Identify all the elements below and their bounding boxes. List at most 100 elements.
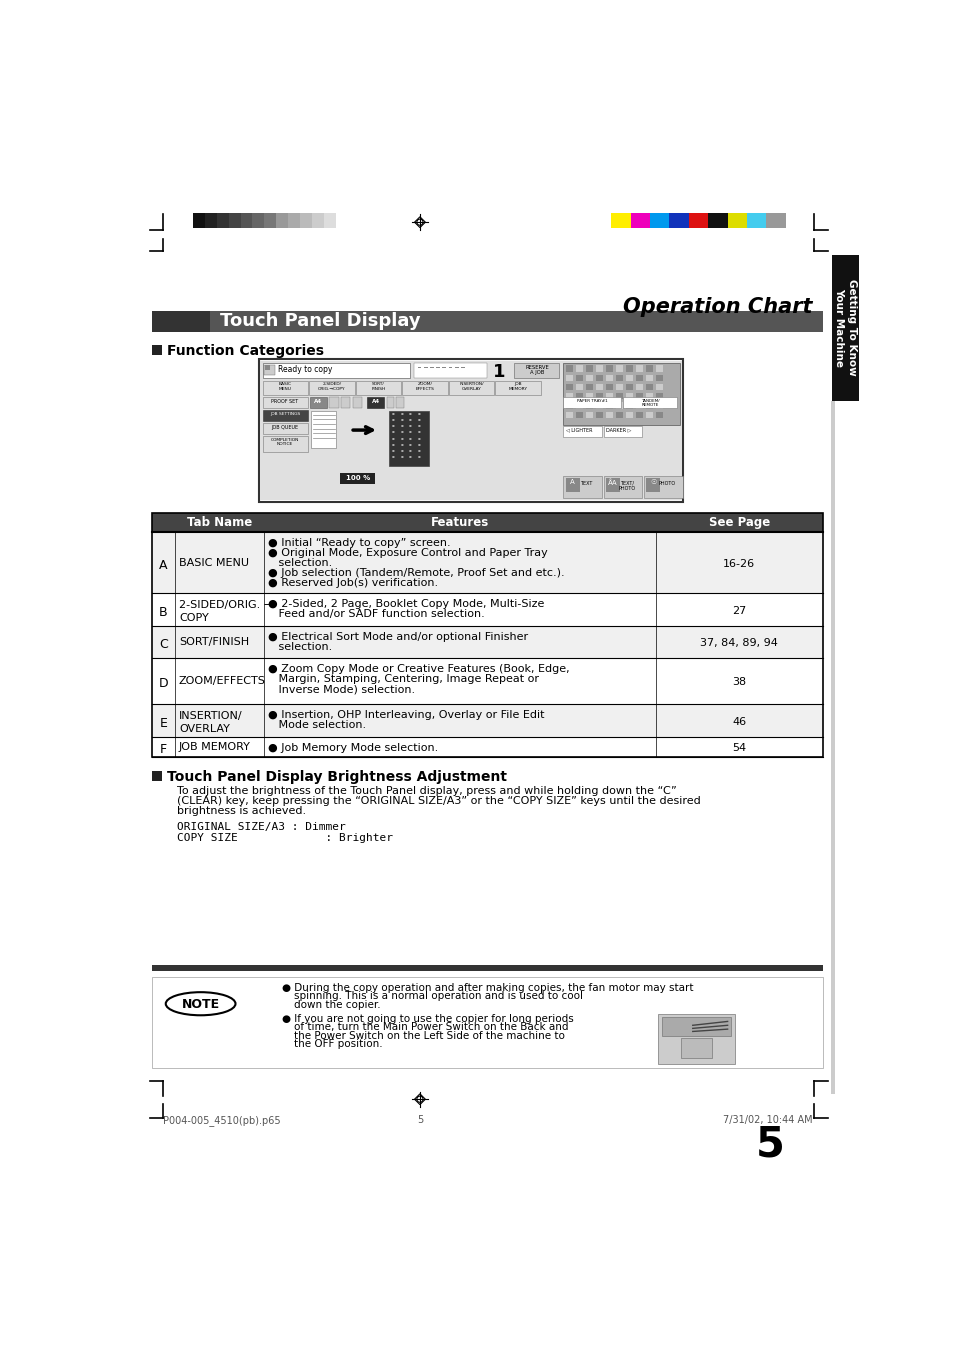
Text: BASIC MENU: BASIC MENU: [179, 558, 249, 567]
Text: of time, turn the Main Power Switch on the Back and: of time, turn the Main Power Switch on t…: [294, 1023, 568, 1032]
Bar: [636, 365, 642, 372]
Bar: [395, 397, 403, 408]
Bar: [575, 412, 582, 417]
Bar: [630, 213, 650, 228]
Bar: [152, 965, 822, 970]
Text: Tab Name: Tab Name: [187, 516, 252, 528]
Text: TEXT: TEXT: [579, 481, 592, 486]
Bar: [262, 411, 307, 422]
Text: ● Insertion, OHP Interleaving, Overlay or File Edit: ● Insertion, OHP Interleaving, Overlay o…: [268, 711, 544, 720]
Bar: [152, 704, 822, 736]
Bar: [645, 478, 659, 492]
Bar: [442, 367, 446, 369]
Text: ▪: ▪: [392, 411, 395, 415]
Bar: [262, 363, 410, 378]
Bar: [495, 381, 540, 394]
Text: ▪: ▪: [392, 449, 395, 451]
Bar: [596, 374, 602, 381]
Text: Inverse Mode) selection.: Inverse Mode) selection.: [268, 684, 415, 694]
Bar: [258, 359, 682, 501]
Text: spinning. This is a normal operation and is used to cool: spinning. This is a normal operation and…: [294, 992, 582, 1001]
Bar: [262, 397, 307, 408]
Bar: [565, 403, 572, 408]
Bar: [605, 384, 612, 390]
Bar: [596, 403, 602, 408]
Text: Margin, Stamping, Centering, Image Repeat or: Margin, Stamping, Centering, Image Repea…: [268, 674, 538, 684]
Text: 100 %: 100 %: [345, 474, 370, 481]
Bar: [300, 213, 312, 228]
Bar: [417, 367, 421, 369]
Bar: [625, 393, 633, 400]
Bar: [643, 477, 682, 497]
Text: ▪: ▪: [417, 430, 420, 434]
Bar: [288, 213, 300, 228]
Bar: [262, 436, 307, 451]
Bar: [616, 393, 622, 400]
Text: RESERVE
A JOB: RESERVE A JOB: [524, 365, 548, 376]
Bar: [645, 384, 653, 390]
Bar: [152, 771, 162, 781]
Bar: [616, 384, 622, 390]
Bar: [152, 736, 822, 757]
Bar: [585, 384, 592, 390]
Text: TEXT/
PHOTO: TEXT/ PHOTO: [618, 481, 635, 492]
Text: Feed and/or SADF function selection.: Feed and/or SADF function selection.: [268, 609, 484, 620]
Bar: [656, 374, 662, 381]
Bar: [205, 213, 216, 228]
Bar: [253, 213, 264, 228]
Text: ▪: ▪: [392, 442, 395, 446]
Text: 7/31/02, 10:44 AM: 7/31/02, 10:44 AM: [722, 1116, 812, 1125]
Bar: [625, 403, 633, 408]
Text: JOB
MEMORY: JOB MEMORY: [508, 382, 527, 390]
Bar: [605, 365, 612, 372]
Text: ☉: ☉: [649, 480, 656, 485]
Text: SORT/
FINISH: SORT/ FINISH: [371, 382, 385, 390]
Bar: [329, 397, 338, 408]
Bar: [565, 412, 572, 417]
Bar: [152, 513, 822, 532]
Bar: [746, 213, 766, 228]
Bar: [460, 367, 464, 369]
Bar: [152, 658, 822, 704]
Text: ● Job Memory Mode selection.: ● Job Memory Mode selection.: [268, 743, 437, 753]
Bar: [645, 412, 653, 417]
Text: C: C: [159, 638, 168, 651]
Bar: [152, 311, 210, 332]
Text: 2-SIDED/
ORIG.→COPY: 2-SIDED/ ORIG.→COPY: [318, 382, 345, 390]
Bar: [605, 412, 612, 417]
Bar: [264, 213, 276, 228]
Bar: [262, 381, 308, 394]
Text: ▪: ▪: [417, 417, 420, 422]
Bar: [658, 1013, 735, 1063]
Text: E: E: [159, 716, 167, 730]
Text: NOTE: NOTE: [181, 998, 219, 1012]
Text: 37, 84, 89, 94: 37, 84, 89, 94: [700, 638, 778, 648]
Text: ▪: ▪: [409, 449, 412, 451]
Bar: [152, 977, 822, 1067]
Bar: [448, 367, 452, 369]
Text: TANDEM/
REMOTE: TANDEM/ REMOTE: [640, 399, 659, 407]
Bar: [423, 367, 427, 369]
Bar: [152, 311, 822, 332]
Bar: [562, 426, 601, 436]
Text: ▪: ▪: [417, 423, 420, 427]
Text: COMPLETION
NOTICE: COMPLETION NOTICE: [271, 438, 299, 446]
Text: down the copier.: down the copier.: [294, 1000, 380, 1011]
Text: 38: 38: [731, 677, 745, 688]
Text: 27: 27: [731, 605, 745, 616]
Text: See Page: See Page: [708, 516, 769, 528]
Bar: [264, 365, 274, 376]
Text: Ready to copy: Ready to copy: [278, 365, 333, 374]
Bar: [831, 254, 858, 401]
Text: A4: A4: [314, 399, 322, 404]
Bar: [216, 213, 229, 228]
Bar: [585, 374, 592, 381]
Text: SORT/FINISH: SORT/FINISH: [179, 638, 249, 647]
Text: ▪: ▪: [400, 417, 403, 422]
Bar: [625, 374, 633, 381]
Text: ▪: ▪: [392, 430, 395, 434]
Text: 46: 46: [731, 716, 745, 727]
Bar: [605, 374, 612, 381]
Bar: [309, 381, 355, 394]
Text: D: D: [158, 677, 168, 690]
